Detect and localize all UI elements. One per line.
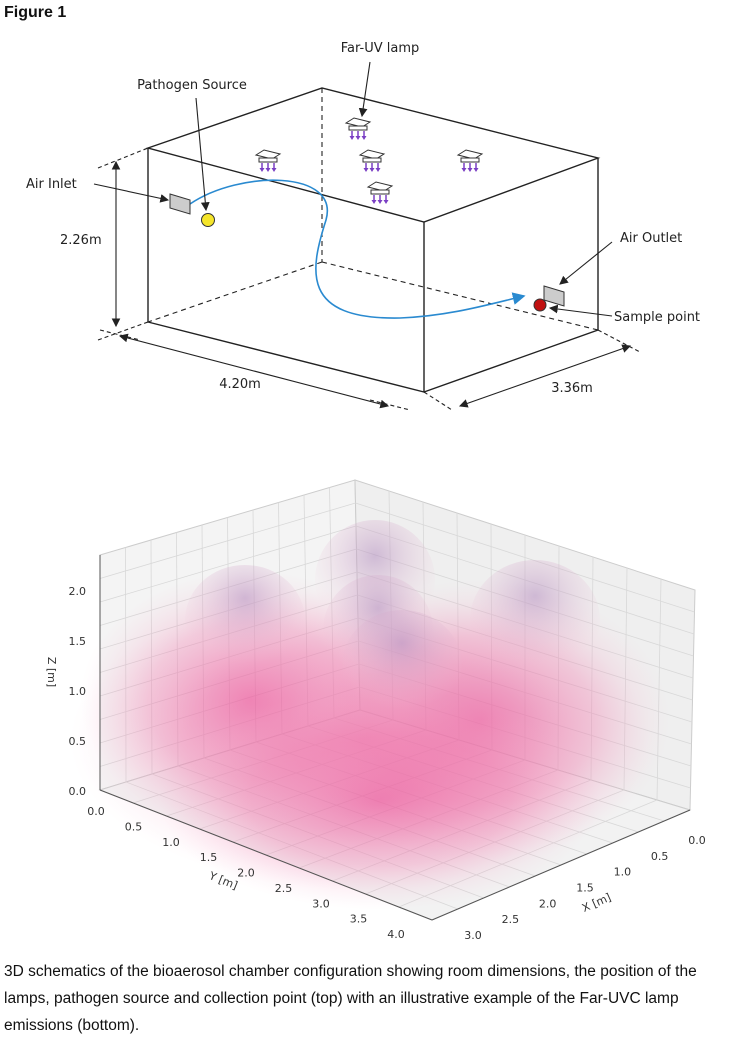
y-tick-label: 0.5 <box>125 820 143 833</box>
y-tick-label: 1.5 <box>200 851 218 864</box>
lamp-base <box>460 157 480 163</box>
air-outlet-vent <box>543 285 565 307</box>
plot-3d <box>70 479 696 921</box>
lamp-icon <box>254 149 282 172</box>
x-tick-label: 0.0 <box>688 834 706 847</box>
z-tick-label: 0.5 <box>69 735 87 748</box>
grid-line <box>99 525 357 603</box>
annotation-arrows <box>93 61 613 317</box>
chamber-box <box>145 87 601 393</box>
dimension-lines <box>97 147 641 411</box>
y-tick-label: 2.0 <box>237 867 255 880</box>
uv-ray-head <box>473 168 479 172</box>
x-tick-label: 3.0 <box>464 929 482 942</box>
z-axis-label: Z [m] <box>45 657 58 687</box>
sample-point-marker <box>533 298 547 312</box>
uv-ray-head <box>355 136 361 140</box>
z-tick-label: 1.5 <box>69 635 87 648</box>
uv-ray-head <box>377 200 383 204</box>
z-tick-label: 0.0 <box>69 785 87 798</box>
far-uv-lamp-label: Far-UV lamp <box>341 41 420 56</box>
y-tick-label: 4.0 <box>387 928 405 941</box>
pathogen-source-marker <box>201 213 215 227</box>
lamp-base <box>362 157 382 163</box>
air-inlet-label: Air Inlet <box>26 177 77 192</box>
air-inlet-vent <box>169 193 191 215</box>
lamp-icon <box>358 149 386 172</box>
z-tick-label: 2.0 <box>69 585 87 598</box>
air-outlet-label: Air Outlet <box>620 231 682 246</box>
x-tick-label: 0.5 <box>651 850 669 863</box>
x-tick-label: 2.5 <box>502 913 520 926</box>
lamp-icon <box>344 117 372 140</box>
uv-ray-head <box>265 168 271 172</box>
height-label: 2.26m <box>60 233 102 248</box>
uv-ray-head <box>271 168 277 172</box>
x-tick-label: 2.0 <box>539 897 557 910</box>
pathogen-source-label: Pathogen Source <box>137 78 247 93</box>
grid-line <box>355 502 695 613</box>
x-tick-label: 1.0 <box>614 866 632 879</box>
uv-ray-head <box>461 168 467 172</box>
figure: Far-UV lamp Pathogen Source Air Inlet Ai… <box>26 41 706 942</box>
lamp-base <box>348 125 368 131</box>
uv-ray-head <box>361 136 367 140</box>
uv-ray-head <box>363 168 369 172</box>
y-tick-label: 3.5 <box>350 913 368 926</box>
z-tick-label: 1.0 <box>69 685 87 698</box>
lamp-icon <box>456 149 484 172</box>
sample-point-label: Sample point <box>614 310 700 325</box>
uv-ray-head <box>349 136 355 140</box>
lamp-base <box>258 157 278 163</box>
y-tick-label: 3.0 <box>312 897 330 910</box>
figure-label: Figure 1 <box>4 4 67 21</box>
caption: 3D schematics of the bioaerosol chamber … <box>4 963 697 1034</box>
emission-cloud <box>70 520 670 910</box>
uv-ray-head <box>383 200 389 204</box>
width-label: 3.36m <box>551 381 593 396</box>
y-tick-label: 2.5 <box>275 882 293 895</box>
uv-ray-head <box>369 168 375 172</box>
lamp-icon <box>366 181 394 204</box>
lamp-base <box>370 189 390 195</box>
length-label: 4.20m <box>219 377 261 392</box>
airflow-path <box>189 179 526 319</box>
x-tick-label: 1.5 <box>576 882 594 895</box>
uv-ray-head <box>375 168 381 172</box>
lamps <box>254 117 484 204</box>
uv-ray-head <box>259 168 265 172</box>
uv-ray-head <box>371 200 377 204</box>
y-tick-label: 0.0 <box>87 805 105 818</box>
grid-line <box>99 502 356 579</box>
y-tick-label: 1.0 <box>162 836 180 849</box>
uv-ray-head <box>467 168 473 172</box>
